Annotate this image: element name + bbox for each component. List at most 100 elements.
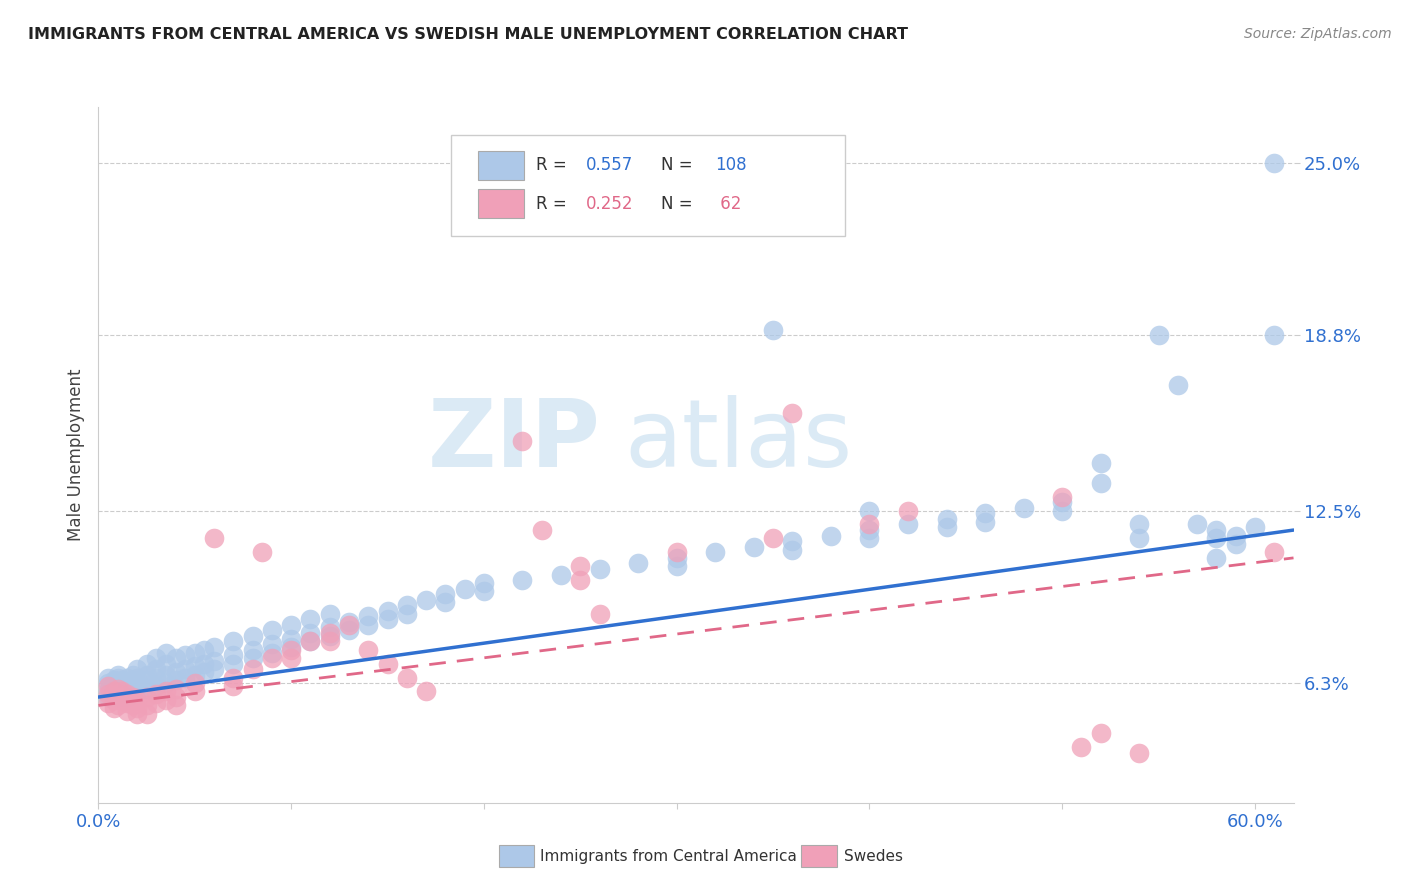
Text: Immigrants from Central America: Immigrants from Central America (540, 849, 797, 863)
Point (107, 667, 129, 681)
Point (569, 559, 592, 574)
Point (107, 676, 129, 690)
Point (665, 550, 688, 565)
Point (135, 673, 157, 688)
Text: atlas: atlas (624, 395, 852, 487)
Point (319, 626, 342, 640)
Point (107, 681, 129, 696)
Point (135, 698, 157, 713)
Point (260, 646, 283, 660)
Point (319, 607, 342, 621)
Point (472, 576, 495, 591)
Point (395, 671, 418, 685)
Point (762, 323, 785, 337)
Point (122, 667, 145, 681)
Point (782, 542, 804, 557)
Point (1050, 495, 1073, 509)
Point (1185, 517, 1208, 532)
Point (415, 684, 437, 698)
Point (107, 690, 129, 704)
Point (117, 690, 139, 704)
Point (110, 687, 132, 701)
Point (1070, 740, 1092, 755)
Point (174, 648, 197, 663)
Point (1244, 520, 1267, 534)
Point (665, 559, 688, 574)
Point (110, 673, 132, 688)
Point (117, 687, 139, 701)
Point (1128, 746, 1150, 760)
Point (193, 642, 215, 657)
Point (453, 582, 475, 596)
Point (155, 646, 177, 660)
Point (762, 532, 785, 546)
Point (155, 657, 177, 671)
Text: 0.557: 0.557 (586, 156, 633, 175)
Point (165, 651, 187, 665)
Point (395, 607, 418, 621)
Point (184, 659, 207, 673)
Point (299, 626, 322, 640)
Point (97, 679, 120, 693)
Point (357, 617, 380, 632)
Point (135, 690, 157, 704)
Point (1263, 155, 1285, 169)
Point (820, 528, 842, 542)
Point (337, 624, 360, 638)
Point (117, 676, 139, 690)
Point (103, 673, 125, 688)
Point (242, 642, 264, 657)
Point (252, 545, 274, 559)
Point (184, 646, 207, 660)
Point (858, 532, 880, 546)
Point (145, 671, 167, 685)
Text: Swedes: Swedes (844, 849, 903, 863)
Y-axis label: Male Unemployment: Male Unemployment (66, 368, 84, 541)
Point (103, 693, 125, 707)
Point (103, 681, 125, 696)
Point (202, 662, 225, 676)
Point (1050, 503, 1073, 517)
Point (165, 690, 187, 704)
Point (782, 534, 804, 549)
Point (377, 604, 399, 618)
FancyBboxPatch shape (478, 151, 524, 180)
Point (165, 698, 187, 713)
Point (782, 406, 804, 420)
Point (125, 684, 148, 698)
Point (337, 617, 360, 632)
Point (135, 657, 157, 671)
Point (1167, 378, 1189, 392)
Point (165, 665, 187, 679)
Point (135, 706, 157, 721)
Point (299, 634, 322, 648)
Text: N =: N = (661, 156, 699, 175)
Point (434, 595, 457, 609)
Point (1090, 475, 1112, 490)
Point (280, 640, 302, 654)
Point (202, 654, 225, 668)
Point (280, 642, 302, 657)
Point (155, 693, 177, 707)
Point (103, 679, 125, 693)
Point (97, 671, 120, 685)
Point (145, 696, 167, 710)
Point (1263, 328, 1285, 343)
Point (377, 657, 399, 671)
Point (184, 667, 207, 681)
Point (1205, 532, 1227, 546)
Point (165, 681, 187, 696)
FancyBboxPatch shape (478, 189, 524, 219)
Point (1128, 532, 1150, 546)
Point (242, 629, 264, 643)
Point (135, 681, 157, 696)
Point (145, 651, 167, 665)
Point (125, 676, 148, 690)
Point (222, 679, 245, 693)
Point (97, 684, 120, 698)
Point (357, 642, 380, 657)
Point (569, 573, 592, 587)
Point (299, 634, 322, 648)
Point (97, 690, 120, 704)
Text: ZIP: ZIP (427, 395, 600, 487)
